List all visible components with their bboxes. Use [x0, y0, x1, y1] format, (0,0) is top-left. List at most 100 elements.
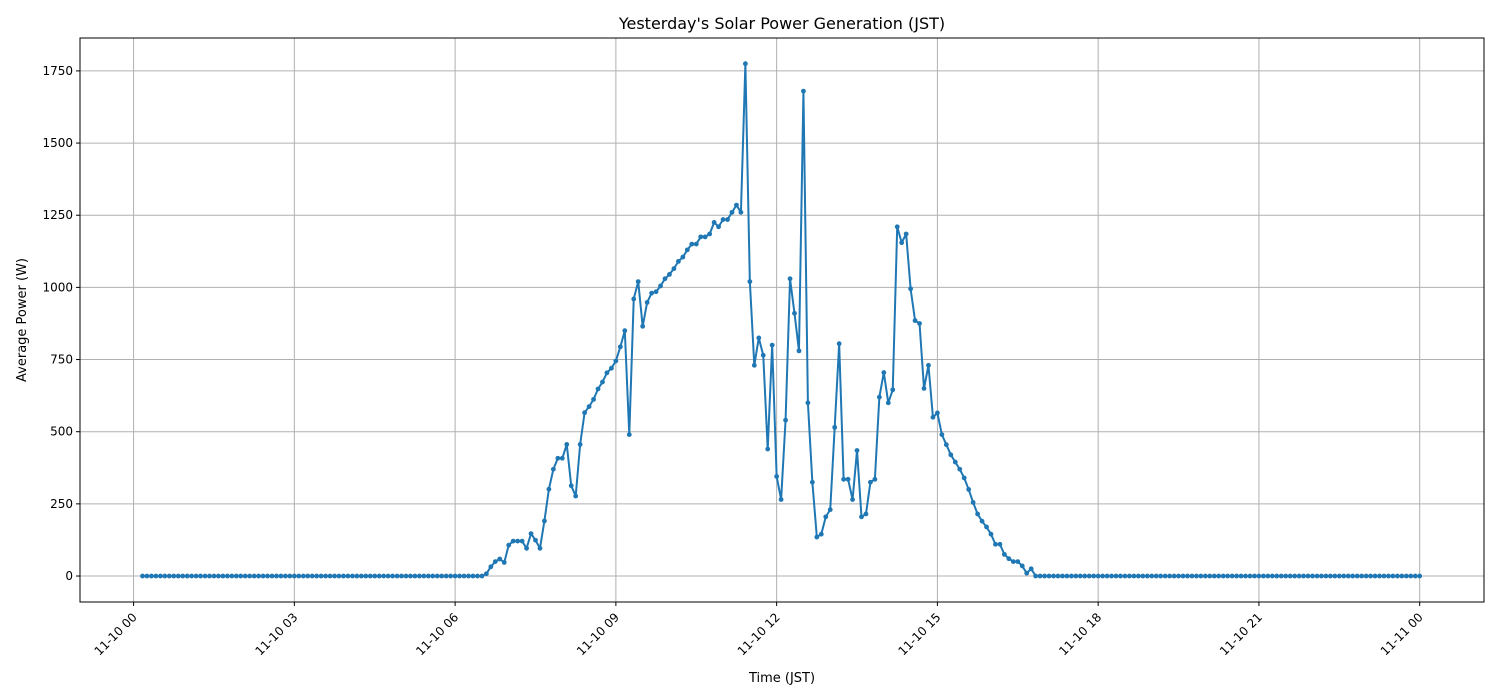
- data-point: [1158, 573, 1164, 579]
- data-point: [1194, 573, 1199, 579]
- data-point: [1180, 573, 1186, 579]
- data-point: [890, 387, 896, 393]
- data-point: [1287, 573, 1293, 579]
- data-point: [1292, 573, 1298, 579]
- data-point: [961, 475, 967, 481]
- data-point: [993, 541, 998, 547]
- data-point: [943, 442, 949, 448]
- data-point: [341, 573, 346, 579]
- data-point: [1394, 573, 1400, 579]
- data-point: [475, 573, 480, 579]
- data-point: [501, 560, 507, 565]
- data-point: [1095, 573, 1101, 579]
- data-point: [1091, 573, 1097, 579]
- data-point: [863, 511, 869, 517]
- data-point: [801, 88, 806, 94]
- data-point: [747, 279, 753, 285]
- data-point: [1314, 573, 1320, 579]
- data-point: [649, 290, 655, 296]
- data-point: [667, 271, 672, 277]
- data-point: [796, 348, 802, 354]
- data-point: [899, 240, 905, 246]
- chart-title: Yesterday's Solar Power Generation (JST): [618, 14, 945, 33]
- data-point: [1359, 573, 1365, 579]
- data-point: [671, 266, 677, 272]
- data-point: [876, 394, 882, 400]
- data-point: [1064, 573, 1070, 579]
- data-point: [399, 573, 404, 579]
- data-point: [1140, 573, 1146, 579]
- data-point: [372, 573, 378, 579]
- data-point: [506, 542, 512, 548]
- plot-frame: [79, 37, 1485, 603]
- data-point: [381, 573, 387, 579]
- data-point: [809, 479, 815, 485]
- data-point: [515, 538, 521, 544]
- x-tick-label: 11-10 18: [1056, 610, 1104, 658]
- data-point: [533, 537, 538, 543]
- data-point: [926, 362, 931, 368]
- data-point: [854, 448, 860, 453]
- data-point: [408, 573, 413, 579]
- data-point: [1336, 573, 1342, 579]
- data-point: [470, 573, 476, 579]
- data-point: [211, 573, 217, 579]
- data-point: [979, 518, 985, 524]
- data-point: [742, 61, 748, 67]
- data-point: [1269, 573, 1275, 579]
- data-point: [394, 573, 400, 579]
- data-point: [1225, 573, 1231, 579]
- data-point: [908, 286, 914, 292]
- data-point: [555, 455, 561, 461]
- data-point: [367, 573, 373, 579]
- data-point: [689, 241, 695, 247]
- data-point: [1198, 573, 1204, 579]
- data-point: [430, 573, 436, 579]
- data-point: [1051, 573, 1056, 579]
- x-tick-label: 11-10 15: [895, 610, 943, 658]
- data-point: [1015, 559, 1021, 564]
- data-point: [872, 476, 878, 482]
- data-point: [577, 442, 583, 447]
- data-point: [452, 573, 458, 579]
- data-point: [622, 328, 628, 334]
- data-point: [1323, 573, 1329, 579]
- data-point: [457, 573, 462, 579]
- data-point: [265, 573, 270, 579]
- data-point: [291, 573, 297, 579]
- data-point: [1055, 573, 1061, 579]
- data-point: [1153, 573, 1159, 579]
- data-point: [613, 358, 619, 364]
- data-point: [519, 538, 525, 544]
- data-point: [488, 564, 494, 570]
- data-point: [1104, 573, 1110, 579]
- data-point: [1073, 573, 1079, 579]
- data-point: [1220, 573, 1226, 579]
- data-point: [421, 573, 427, 579]
- data-point: [573, 493, 579, 499]
- data-point: [1060, 573, 1065, 579]
- data-point: [216, 573, 221, 579]
- data-point: [693, 241, 699, 247]
- data-point: [586, 404, 592, 409]
- data-point: [1296, 573, 1302, 579]
- data-point: [233, 573, 239, 579]
- x-tick-label: 11-10 09: [574, 610, 622, 658]
- y-tick-label: 500: [50, 425, 73, 439]
- data-point: [220, 573, 226, 579]
- data-point: [859, 514, 864, 520]
- data-point: [224, 573, 230, 579]
- x-axis-label: Time (JST): [748, 671, 815, 686]
- data-point: [1332, 573, 1338, 579]
- data-point: [193, 573, 199, 579]
- data-point: [756, 335, 762, 341]
- data-point: [1077, 573, 1083, 579]
- data-point: [1167, 573, 1173, 579]
- data-point: [1135, 573, 1141, 579]
- data-point: [631, 296, 637, 302]
- data-point: [180, 573, 186, 579]
- data-point: [930, 414, 936, 420]
- data-point: [582, 410, 588, 416]
- data-point: [425, 573, 431, 579]
